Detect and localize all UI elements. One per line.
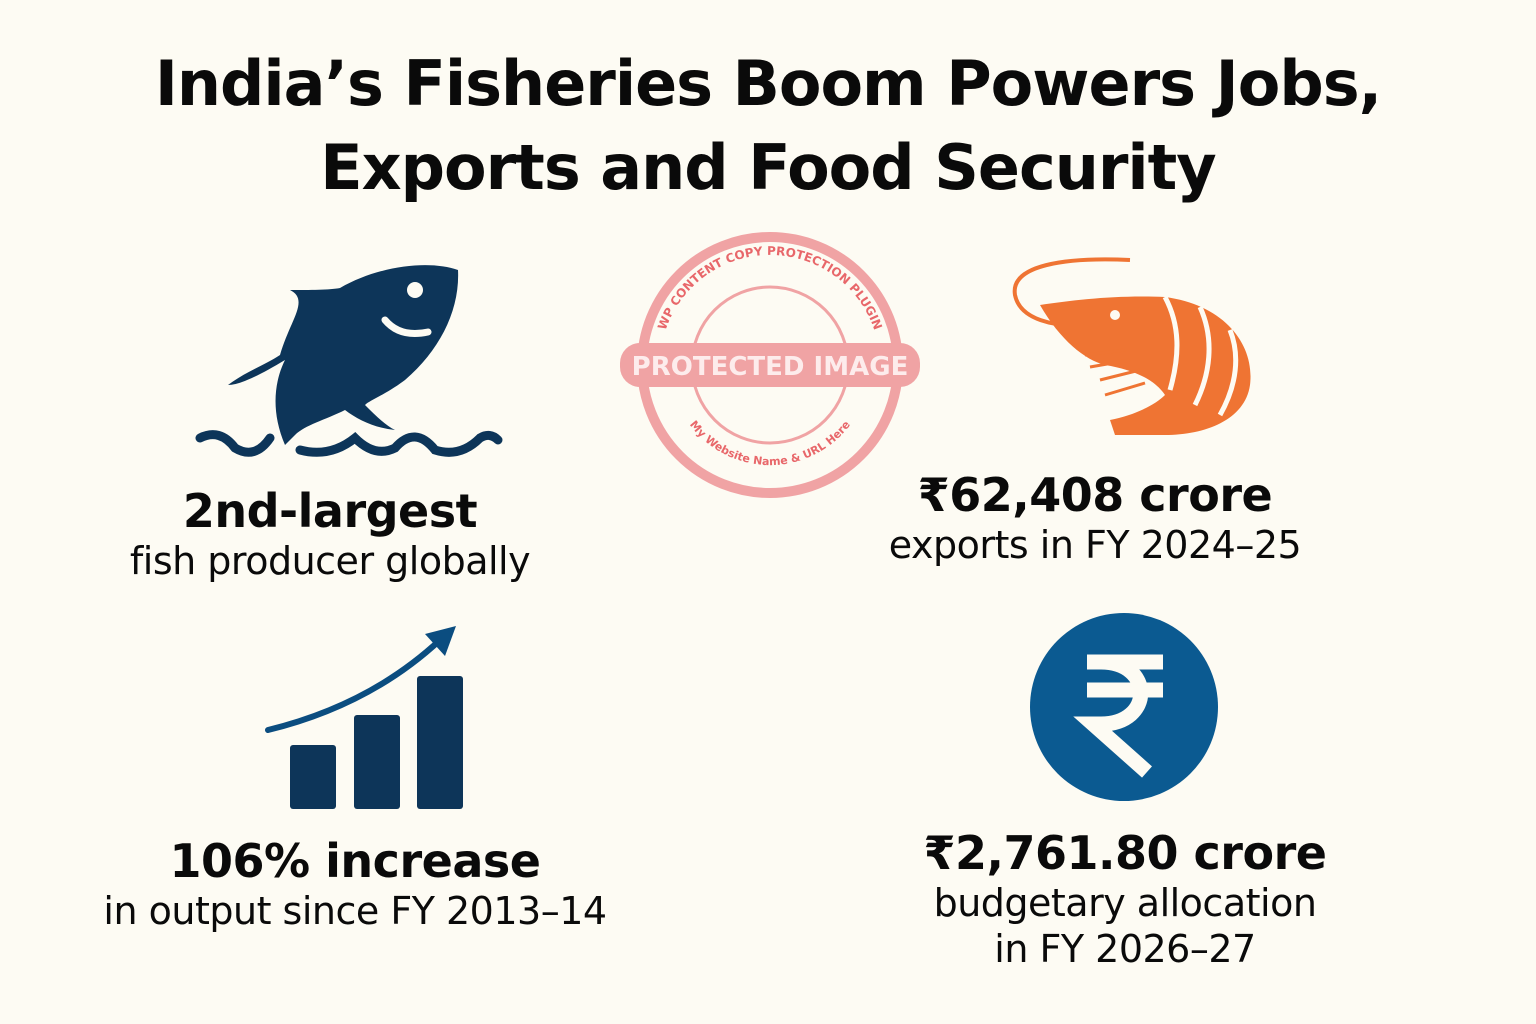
stat-output-growth: 106% increase in output since FY 2013–14 bbox=[60, 834, 650, 934]
fish-jumping-icon bbox=[195, 265, 503, 457]
rupee-coin-icon bbox=[1030, 613, 1218, 801]
stat-headline: 2nd-largest bbox=[182, 484, 478, 538]
stat-caption: in output since FY 2013–14 bbox=[103, 889, 607, 933]
growth-bar-chart-icon bbox=[265, 626, 463, 809]
stat-production-rank: 2nd-largest fish producer globally bbox=[60, 484, 600, 584]
stat-exports: ₹62,408 crore exports in FY 2024–25 bbox=[830, 468, 1360, 568]
stat-caption-2: in FY 2026–27 bbox=[994, 927, 1256, 971]
stat-headline: ₹2,761.80 crore bbox=[923, 826, 1327, 880]
stat-caption: budgetary allocation bbox=[933, 881, 1317, 925]
stat-budget: ₹2,761.80 crore budgetary allocation in … bbox=[850, 826, 1400, 972]
shrimp-icon bbox=[1012, 257, 1251, 435]
stat-caption: fish producer globally bbox=[129, 539, 531, 583]
page-title: India’s Fisheries Boom Powers Jobs, Expo… bbox=[0, 42, 1536, 210]
watermark-stamp: WP CONTENT COPY PROTECTION PLUGIN My Web… bbox=[620, 232, 920, 498]
title-line-1: India’s Fisheries Boom Powers Jobs, bbox=[154, 47, 1382, 120]
stat-headline: 106% increase bbox=[169, 834, 541, 888]
stat-caption: exports in FY 2024–25 bbox=[888, 523, 1302, 567]
title-line-2: Exports and Food Security bbox=[320, 131, 1216, 204]
stat-headline: ₹62,408 crore bbox=[917, 468, 1273, 522]
stamp-text: PROTECTED IMAGE bbox=[632, 352, 909, 382]
